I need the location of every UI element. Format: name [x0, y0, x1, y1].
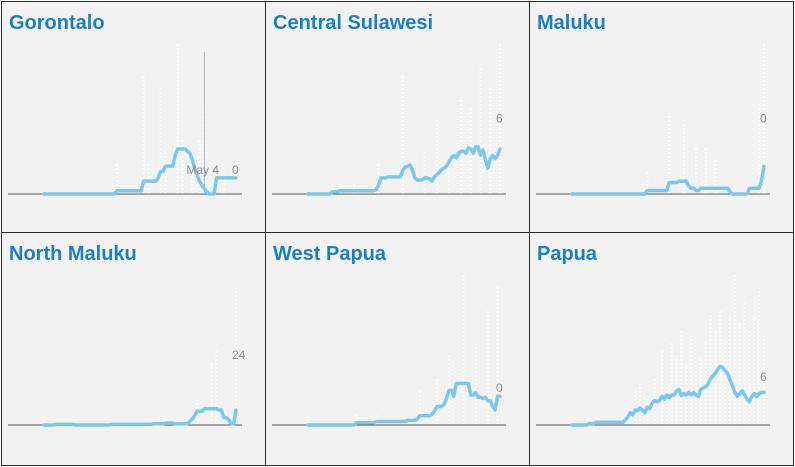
last-value-label: 6 — [496, 112, 503, 126]
chart-north-maluku: 24 — [8, 287, 246, 427]
panel-north-maluku: North Maluku 24 — [1, 232, 266, 466]
panel-title: Gorontalo — [9, 12, 105, 34]
average-line — [306, 145, 502, 196]
panel-gorontalo: Gorontalo May 4 0 — [1, 1, 266, 235]
chart-papua: 6 — [536, 275, 770, 427]
last-value-label: 0 — [760, 112, 767, 126]
annotation-label: May 4 — [186, 163, 219, 177]
average-line — [570, 164, 766, 196]
panel-title: Maluku — [537, 12, 606, 34]
panel-title: West Papua — [273, 243, 386, 265]
last-value-label: 24 — [232, 348, 246, 362]
average-line — [42, 147, 238, 196]
panel-west-papua: West Papua 0 — [265, 232, 530, 466]
panel-central-sulawesi: Central Sulawesi 6 — [265, 1, 530, 235]
average-line — [570, 364, 766, 427]
average-line — [306, 381, 502, 427]
chart-west-papua: 0 — [272, 275, 506, 427]
last-value-label: 0 — [232, 163, 239, 177]
chart-gorontalo: May 4 0 — [8, 44, 242, 196]
last-value-label: 0 — [496, 381, 503, 395]
chart-maluku: 0 — [536, 44, 770, 196]
panel-title: Papua — [537, 243, 598, 265]
chart-central-sulawesi: 6 — [272, 44, 506, 196]
average-line — [42, 407, 238, 427]
panel-title: North Maluku — [9, 243, 137, 265]
panel-title: Central Sulawesi — [273, 12, 434, 34]
last-value-label: 6 — [760, 370, 767, 384]
panel-papua: Papua 6 — [529, 232, 794, 466]
panel-maluku: Maluku 0 — [529, 1, 794, 235]
